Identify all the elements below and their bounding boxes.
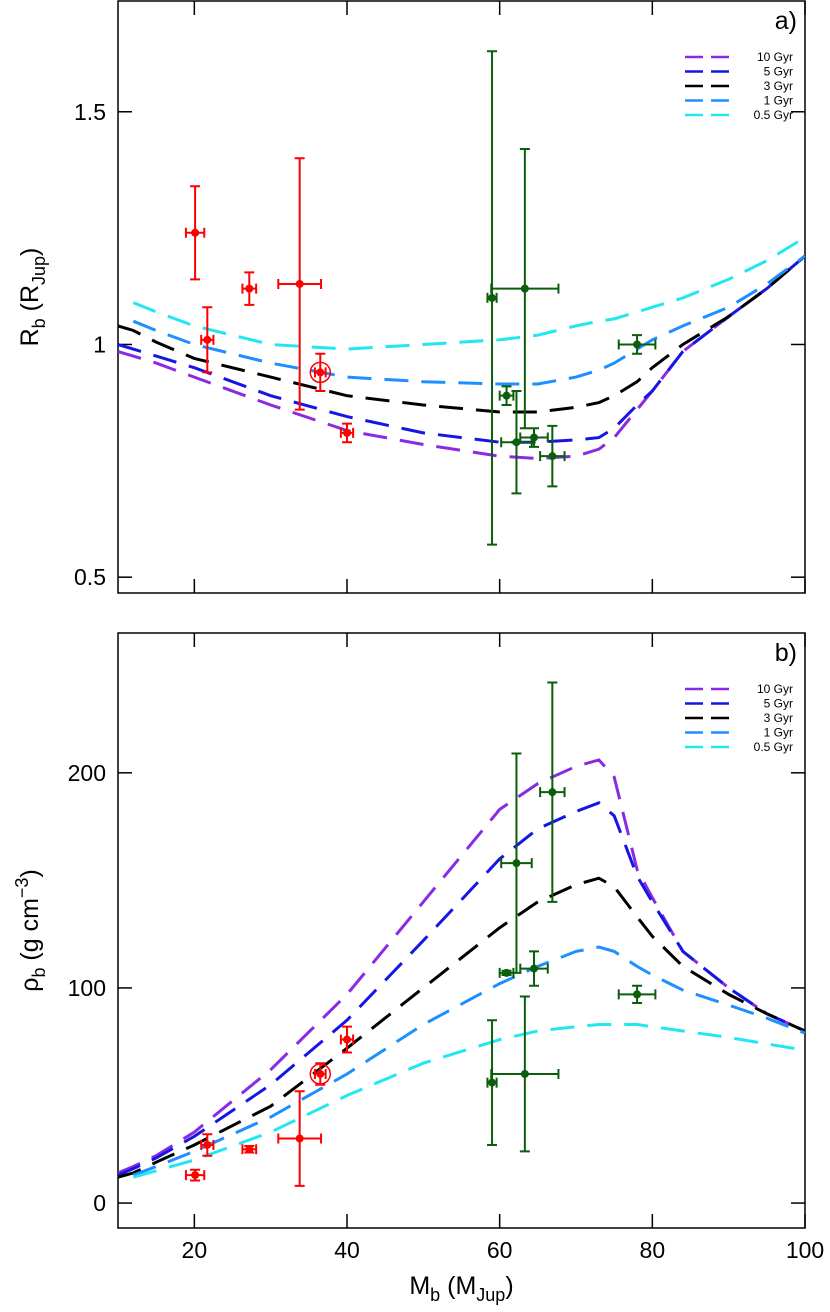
data-point	[520, 1069, 529, 1078]
y-tick-label: 1.5	[74, 99, 106, 125]
legend-label: 0.5 Gyr	[754, 108, 793, 122]
data-point	[343, 428, 351, 437]
model-curve	[132, 945, 805, 1177]
data-point	[520, 284, 529, 293]
y-axis-label-part: Jup	[29, 256, 49, 285]
legend-label: 10 Gyr	[757, 682, 793, 696]
y-tick-label: 0.5	[74, 564, 106, 590]
x-axis-label-part: b	[430, 1285, 440, 1305]
data-point	[343, 1035, 351, 1044]
y-tick-label: 100	[68, 975, 106, 1001]
x-tick-label: 100	[786, 1237, 824, 1263]
data-point	[633, 990, 642, 999]
data-point	[245, 284, 254, 293]
plot-frame	[117, 0, 806, 594]
data-point	[316, 368, 325, 377]
y-axis-label: Rb (RJup)	[16, 248, 49, 347]
y-axis-label-part: R	[16, 328, 44, 346]
panel-label: b)	[775, 639, 797, 667]
data-point	[191, 228, 200, 237]
y-tick-label: 0	[93, 1190, 106, 1216]
data-point	[316, 1069, 325, 1078]
model-curve	[118, 876, 805, 1179]
legend-label: 3 Gyr	[764, 711, 793, 725]
y-tick-label: 1	[93, 331, 106, 357]
data-point	[245, 1145, 254, 1154]
model-curve	[132, 254, 805, 386]
data-point	[548, 452, 557, 461]
point-ring	[309, 1063, 332, 1085]
x-axis-label-part: Jup	[476, 1285, 505, 1305]
y-axis-label-part: ρ	[16, 978, 44, 992]
data-point	[488, 293, 497, 302]
data-point	[548, 788, 557, 797]
model-curve	[132, 236, 805, 351]
y-axis-label-part: )	[16, 869, 44, 877]
legend-label: 1 Gyr	[764, 726, 793, 740]
y-axis-label-part: )	[16, 248, 44, 256]
model-curve	[118, 758, 805, 1175]
data-point	[502, 391, 511, 400]
plot-area	[118, 50, 805, 546]
data-point	[633, 340, 642, 349]
legend-label: 5 Gyr	[764, 65, 793, 79]
data-point	[502, 968, 511, 977]
data-point	[512, 438, 521, 447]
data-point	[203, 1140, 212, 1149]
y-axis-label-part: (g cm	[16, 898, 44, 967]
model-curve	[118, 254, 805, 461]
model-curve	[132, 1023, 805, 1179]
legend-label: 5 Gyr	[764, 697, 793, 711]
panel-label: a)	[775, 7, 797, 35]
y-axis-label-part: b	[29, 318, 49, 328]
y-axis-label: ρb (g cm−3)	[12, 869, 49, 992]
legend-label: 0.5 Gyr	[754, 740, 793, 754]
data-point	[295, 279, 304, 288]
point-ring	[309, 361, 332, 384]
data-point	[203, 335, 212, 344]
data-point	[488, 1078, 497, 1087]
x-tick-label: 40	[334, 1237, 360, 1263]
legend-label: 1 Gyr	[764, 94, 793, 108]
x-axis-label-part: M	[409, 1272, 430, 1300]
legend-label: 3 Gyr	[764, 79, 793, 93]
x-tick-label: 20	[182, 1237, 208, 1263]
y-axis-label-part: b	[29, 968, 49, 978]
y-axis-label-part: −3	[12, 878, 32, 899]
y-tick-label: 200	[68, 760, 106, 786]
x-axis-label-part: )	[505, 1272, 513, 1300]
model-curve	[118, 801, 805, 1177]
plot-frame	[117, 632, 806, 1229]
data-point	[191, 1171, 200, 1180]
x-tick-label: 80	[640, 1237, 666, 1263]
data-point	[530, 964, 539, 973]
x-tick-label: 60	[487, 1237, 513, 1263]
x-axis-label: Mb (MJup)	[409, 1272, 513, 1305]
legend-label: 10 Gyr	[757, 50, 793, 64]
model-curve	[118, 254, 805, 444]
x-axis-label-part: (M	[440, 1272, 476, 1300]
model-curve	[118, 254, 805, 414]
data-point	[295, 1134, 304, 1143]
y-axis-label-part: (R	[16, 285, 44, 318]
data-point	[530, 433, 539, 442]
plot-area	[118, 681, 805, 1187]
data-point	[512, 859, 521, 868]
